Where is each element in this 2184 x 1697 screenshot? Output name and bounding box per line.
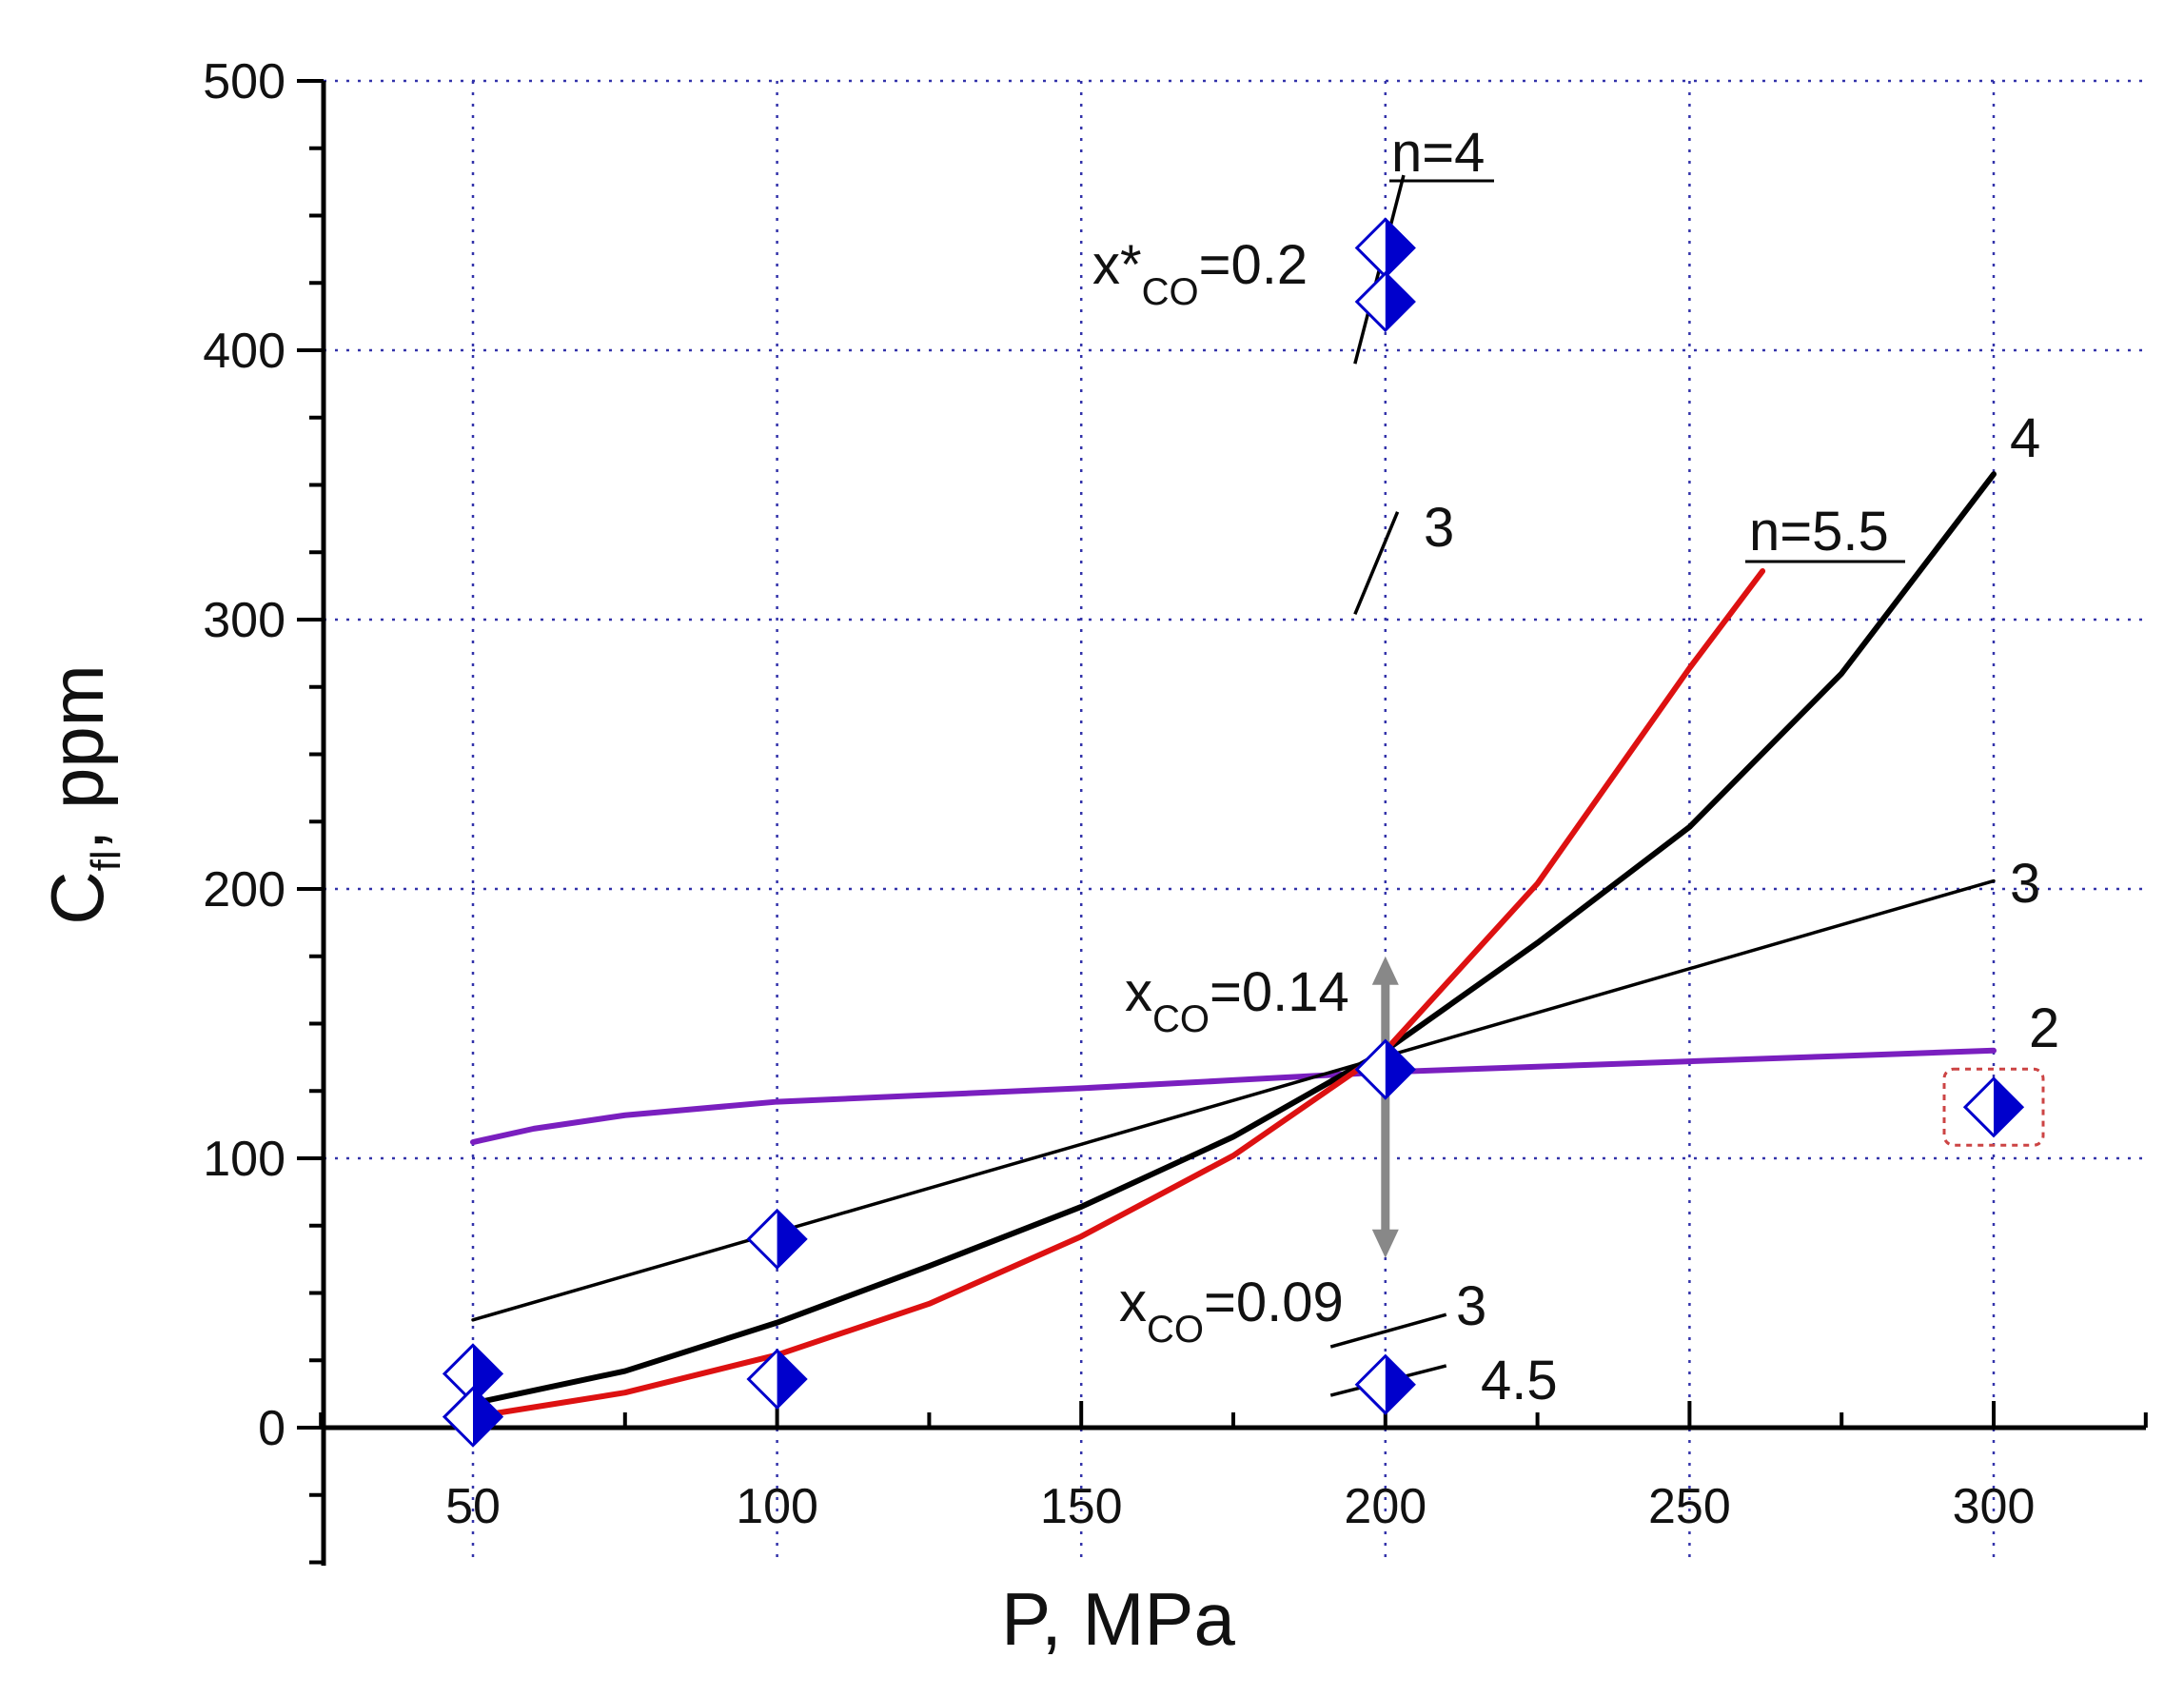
series-layer xyxy=(470,471,1997,1420)
series-line-n-4 xyxy=(470,471,1997,1407)
short-line-1 xyxy=(1353,511,1400,616)
y-tick-label-400: 400 xyxy=(203,324,285,379)
label-n55: n=5.5 xyxy=(1749,501,1889,562)
label-3-top: 3 xyxy=(1424,497,1454,559)
tick-labels: 50 100 150 200 250 300 0 100 200 300 400 500 xyxy=(203,54,2035,1534)
x-tick-label-100: 100 xyxy=(736,1479,818,1534)
data-point-fill xyxy=(1385,219,1414,277)
data-point-1 xyxy=(442,1386,504,1448)
x-tick-label-300: 300 xyxy=(1953,1479,2036,1534)
y-axis-title: Cfl, ppm xyxy=(35,664,129,924)
highlight-layer xyxy=(1942,1067,2045,1147)
data-point-3 xyxy=(746,1348,808,1411)
highlight-box xyxy=(1942,1067,2045,1147)
data-point-fill xyxy=(1385,1355,1414,1413)
short-line-2 xyxy=(1329,1312,1447,1349)
label-n4-top: n=4 xyxy=(1391,122,1485,184)
x-tick-label-150: 150 xyxy=(1040,1479,1123,1534)
label-3-right: 3 xyxy=(2010,853,2040,915)
data-point-5 xyxy=(1354,270,1416,333)
series-line-n-5-5 xyxy=(470,568,1766,1420)
label-2-right: 2 xyxy=(2029,997,2059,1059)
data-point-6 xyxy=(1354,1038,1416,1100)
points-layer xyxy=(442,217,2025,1448)
y-axis-title-rest: , ppm xyxy=(35,664,119,850)
data-point-fill xyxy=(1385,1040,1414,1098)
data-point-fill xyxy=(473,1388,502,1446)
annotation-x-co-014: xCO=0.14 xyxy=(1125,961,1349,1040)
x-tick-label-50: 50 xyxy=(445,1479,501,1534)
arrow-layer xyxy=(1371,956,1399,1258)
y-tick-label-500: 500 xyxy=(203,54,285,109)
y-axis-title-main: C xyxy=(35,871,119,924)
arrow-head-up xyxy=(1371,956,1399,985)
data-point-4 xyxy=(1354,217,1416,279)
label-3-low: 3 xyxy=(1456,1275,1486,1337)
y-tick-label-0: 0 xyxy=(258,1401,285,1456)
x-tick-label-200: 200 xyxy=(1344,1479,1426,1534)
label-4-right: 4 xyxy=(2010,407,2040,469)
data-point-fill xyxy=(777,1210,806,1268)
annotation-x-co-009: xCO=0.09 xyxy=(1119,1272,1344,1351)
annotation-x-star-co: x*CO=0.2 xyxy=(1092,234,1308,313)
x-axis-title: P, MPa xyxy=(1001,1577,1235,1661)
data-point-fill xyxy=(1994,1078,2022,1136)
grid xyxy=(324,79,2146,1566)
data-point-fill xyxy=(777,1351,806,1409)
x-tick-label-250: 250 xyxy=(1648,1479,1731,1534)
series-line-n-3 xyxy=(471,878,1996,1322)
data-point-fill xyxy=(473,1345,502,1403)
arrow-head-down xyxy=(1371,1229,1399,1258)
y-tick-label-100: 100 xyxy=(203,1132,285,1187)
data-point-8 xyxy=(1962,1076,2025,1138)
data-point-2 xyxy=(746,1208,808,1271)
y-tick-label-300: 300 xyxy=(203,593,285,648)
series-line-n-2 xyxy=(470,1047,1997,1146)
y-tick-label-200: 200 xyxy=(203,862,285,918)
data-point-7 xyxy=(1354,1353,1416,1415)
data-point-fill xyxy=(1385,273,1414,331)
label-4-5-low: 4.5 xyxy=(1481,1350,1558,1411)
axes xyxy=(297,79,2148,1566)
y-axis-title-sub: fl xyxy=(83,850,129,871)
